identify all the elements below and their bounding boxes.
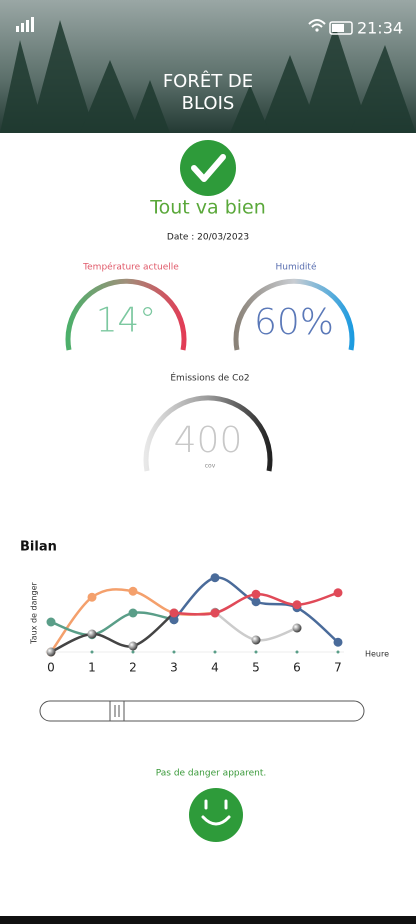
x-tick — [213, 650, 217, 654]
data-point — [210, 573, 220, 583]
date: Date : 20/03/2023 — [167, 233, 249, 243]
gauge-arc — [65, 278, 187, 351]
gauge-unit: cov — [205, 463, 216, 470]
chart: 0 1 2 3 4 5 6 7 — [45, 573, 344, 675]
gauge-value: 400 — [174, 420, 243, 461]
data-point — [292, 600, 302, 610]
trees — [0, 20, 416, 133]
smiley-circle — [189, 788, 243, 842]
gauge-label: Humidité — [275, 262, 316, 273]
header-title: FORÊT DE — [163, 70, 253, 92]
data-point — [169, 615, 179, 625]
smiley-face — [201, 799, 231, 826]
gauge-value: 60% — [254, 302, 334, 343]
x-tick — [172, 650, 176, 654]
status-message: Tout va bien — [149, 197, 266, 219]
battery-level — [332, 24, 344, 32]
data-point — [292, 623, 302, 633]
data-point — [46, 617, 56, 627]
x-tick-label: 3 — [170, 661, 178, 675]
battery-icon — [329, 21, 353, 35]
series-line — [173, 576, 339, 644]
slider-thumb[interactable] — [109, 700, 125, 722]
x-axis-label: Heure — [365, 650, 389, 659]
gauge-value: 14° — [96, 301, 156, 341]
x-tick-label: 1 — [88, 661, 96, 675]
data-point — [333, 637, 343, 647]
data-point — [128, 608, 138, 618]
x-tick-label: 4 — [211, 661, 219, 675]
x-tick-label: 5 — [252, 661, 260, 675]
x-tick — [254, 650, 258, 654]
data-point — [87, 592, 97, 602]
data-point — [128, 641, 138, 651]
wifi-dot — [315, 28, 319, 32]
data-point — [87, 629, 97, 639]
y-axis-label: Taux de danger — [30, 581, 39, 644]
data-point — [128, 586, 138, 596]
data-point — [169, 608, 179, 618]
series-line — [50, 611, 175, 637]
footer-message: Pas de danger apparent. — [156, 769, 267, 779]
data-point — [251, 589, 261, 599]
signal-icon — [16, 17, 34, 32]
x-tick — [336, 650, 340, 654]
wifi-icon — [308, 19, 326, 28]
x-tick — [295, 650, 299, 654]
clock: 21:34 — [357, 19, 403, 38]
gauge-label: Émissions de Co2 — [170, 372, 249, 384]
slider-track[interactable] — [39, 700, 365, 722]
gauge-label: Température actuelle — [82, 262, 179, 273]
data-point — [251, 597, 261, 607]
x-tick-label: 7 — [334, 661, 342, 675]
data-point — [46, 647, 56, 657]
x-tick — [131, 650, 135, 654]
gauge-arc — [233, 278, 355, 351]
x-tick — [90, 650, 94, 654]
header-title: BLOIS — [182, 93, 235, 114]
x-tick-label: 6 — [293, 661, 301, 675]
x-tick-label: 2 — [129, 661, 137, 675]
check-icon — [191, 154, 226, 182]
slider-grip — [114, 705, 120, 717]
x-tick-label: 0 — [47, 661, 55, 675]
gauge-arc — [143, 395, 273, 472]
series-line — [50, 612, 175, 654]
check-circle — [180, 140, 236, 196]
chart-title: Bilan — [20, 540, 57, 555]
data-point — [251, 635, 261, 645]
data-point — [333, 588, 343, 598]
data-point — [210, 608, 220, 618]
nav-bar — [0, 916, 416, 924]
